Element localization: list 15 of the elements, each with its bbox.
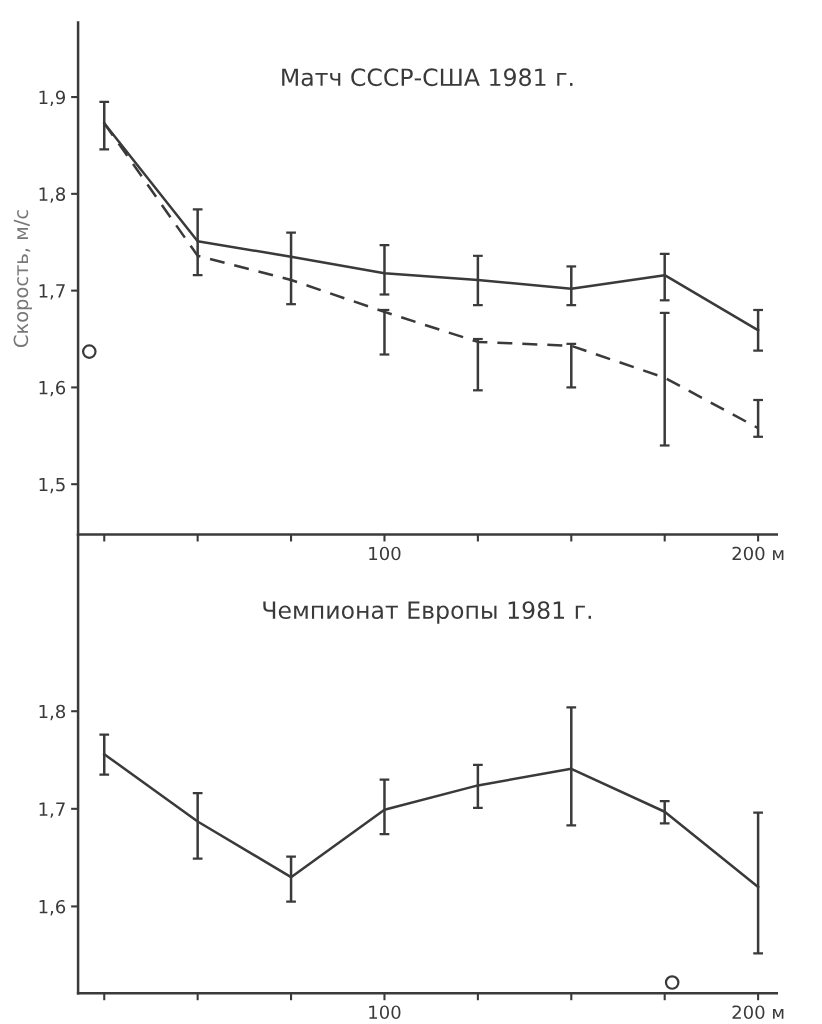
y-tick-label: 1,6 [39,380,66,397]
y-axis-title: Скорость, м/с [13,210,33,348]
y-tick-label: 1,5 [39,477,65,494]
x-tick-label: 100 [369,1005,401,1020]
y-tick-label: 1,9 [39,90,66,107]
y-tick-label: 1,7 [39,284,65,300]
x-tick-label: 200 м [732,1005,784,1020]
text: Матч СССР-США 1981 г. [282,68,573,87]
text: Чемпионат Европы 1981 г. [263,601,592,624]
y-tick-label: 1,8 [39,704,66,721]
y-tick-label: 1,8 [39,187,66,203]
x-tick-label: 200 м [732,546,784,561]
x-tick-label: 100 [369,546,401,561]
y-tick-label: 1,6 [39,899,66,916]
y-tick-label: 1,7 [39,802,65,818]
